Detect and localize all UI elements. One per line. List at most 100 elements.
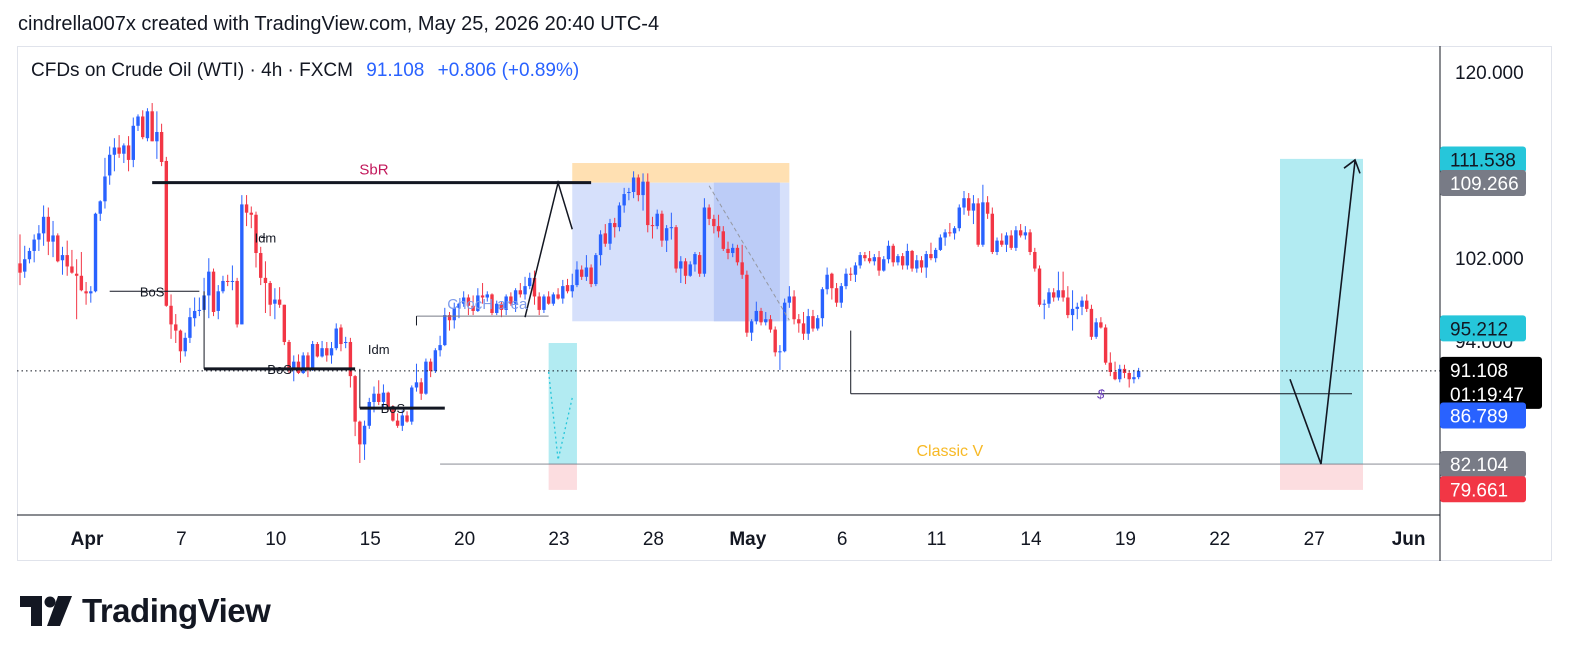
projection-path — [1289, 160, 1356, 465]
candle-body — [296, 361, 301, 374]
candle-body — [74, 273, 79, 276]
candle-body — [292, 361, 296, 370]
candle-body — [839, 286, 843, 303]
candle-body — [131, 125, 135, 160]
candle-body — [981, 202, 985, 245]
candle — [872, 254, 877, 266]
candle-body — [660, 213, 664, 241]
candle-body — [726, 248, 730, 254]
candles — [18, 103, 1141, 464]
candle — [131, 117, 135, 168]
candle-body — [740, 262, 744, 275]
candle-body — [967, 198, 971, 211]
candle-body — [452, 307, 456, 321]
candle-body — [112, 147, 117, 155]
candle — [230, 265, 235, 291]
candle — [1004, 232, 1009, 252]
candle-body — [509, 296, 513, 304]
candle — [646, 173, 650, 233]
countdown-text: 01:19:47 — [1450, 385, 1524, 406]
candle — [570, 273, 574, 298]
candle — [112, 138, 117, 172]
candle-body — [589, 267, 593, 285]
candle — [1023, 226, 1028, 240]
candle — [1099, 317, 1103, 329]
candle — [773, 326, 777, 357]
legend-symbol: CFDs on Crude Oil (WTI) · 4h · FXCM — [31, 60, 353, 81]
candle — [367, 397, 371, 429]
candle — [310, 340, 315, 371]
supply-zone-top — [572, 163, 790, 183]
candle — [51, 220, 55, 258]
candle — [679, 256, 683, 284]
chart-frame[interactable] — [17, 46, 1552, 561]
annotation-label: BoS — [267, 362, 292, 377]
candle — [211, 268, 216, 317]
candle — [306, 352, 310, 378]
candle — [410, 385, 414, 425]
candle-body — [438, 345, 442, 351]
candle-body — [1094, 322, 1098, 337]
candle-body — [254, 214, 258, 254]
candle — [183, 332, 187, 357]
candle — [41, 205, 46, 246]
price-label-box — [1440, 315, 1526, 342]
candle — [971, 195, 976, 225]
candle — [731, 243, 735, 258]
price-label: 82.104 — [1440, 451, 1526, 477]
x-tick-label: May — [729, 529, 766, 550]
candle — [787, 286, 792, 308]
legend-last-price: 91.108 — [366, 60, 425, 81]
candle — [995, 237, 999, 256]
candle-body — [1089, 308, 1094, 337]
candle-body — [957, 207, 961, 229]
candle-body — [235, 280, 239, 325]
annotation-label: Idm — [368, 342, 390, 357]
candle — [395, 413, 400, 428]
candle-body — [433, 350, 438, 371]
candle-body — [1023, 232, 1028, 236]
candle-body — [273, 299, 277, 304]
projection-stop-zone — [1280, 464, 1363, 490]
candle — [792, 290, 796, 325]
symbol-legend[interactable]: CFDs on Crude Oil (WTI) · 4h · FXCM 91.1… — [31, 60, 579, 82]
candle-body — [929, 254, 933, 259]
candle — [103, 157, 107, 209]
candle — [27, 247, 32, 264]
candle — [528, 272, 532, 290]
candle — [1070, 290, 1075, 331]
candle — [46, 207, 51, 256]
candle — [1051, 288, 1056, 302]
candle-body — [815, 318, 820, 329]
candle-body — [372, 393, 376, 402]
candle-body — [377, 393, 381, 402]
candle-body — [882, 259, 886, 271]
candle — [377, 380, 381, 406]
candle-body — [216, 291, 220, 311]
tradingview-brand[interactable]: TradingView — [20, 592, 271, 630]
candle — [985, 196, 990, 219]
candle — [466, 294, 471, 316]
candle-body — [221, 280, 225, 292]
candle-body — [447, 315, 452, 321]
candle — [967, 193, 971, 216]
candle-body — [1033, 251, 1037, 269]
candle-body — [23, 259, 27, 272]
candle — [235, 277, 239, 328]
candle — [575, 261, 579, 288]
candle — [721, 226, 725, 251]
candle-body — [830, 273, 834, 289]
candle-body — [537, 296, 541, 310]
candle — [1080, 296, 1084, 316]
candle-body — [414, 382, 419, 388]
candle-body — [315, 344, 320, 357]
candle-body — [287, 341, 291, 370]
candle — [1089, 304, 1094, 340]
price-label-box — [1440, 451, 1526, 477]
candle-body — [197, 309, 202, 311]
candle-body — [46, 216, 51, 242]
candle — [122, 143, 126, 164]
annotation-label: Classic V — [916, 443, 983, 460]
candle — [178, 329, 183, 363]
